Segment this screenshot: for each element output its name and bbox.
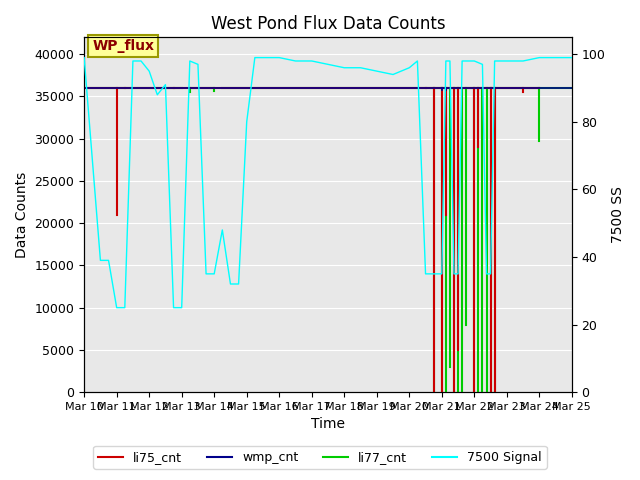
Y-axis label: Data Counts: Data Counts: [15, 172, 29, 258]
Title: West Pond Flux Data Counts: West Pond Flux Data Counts: [211, 15, 445, 33]
Y-axis label: 7500 SS: 7500 SS: [611, 186, 625, 243]
X-axis label: Time: Time: [311, 418, 345, 432]
Legend: li75_cnt, wmp_cnt, li77_cnt, 7500 Signal: li75_cnt, wmp_cnt, li77_cnt, 7500 Signal: [93, 446, 547, 469]
Text: WP_flux: WP_flux: [92, 39, 154, 53]
